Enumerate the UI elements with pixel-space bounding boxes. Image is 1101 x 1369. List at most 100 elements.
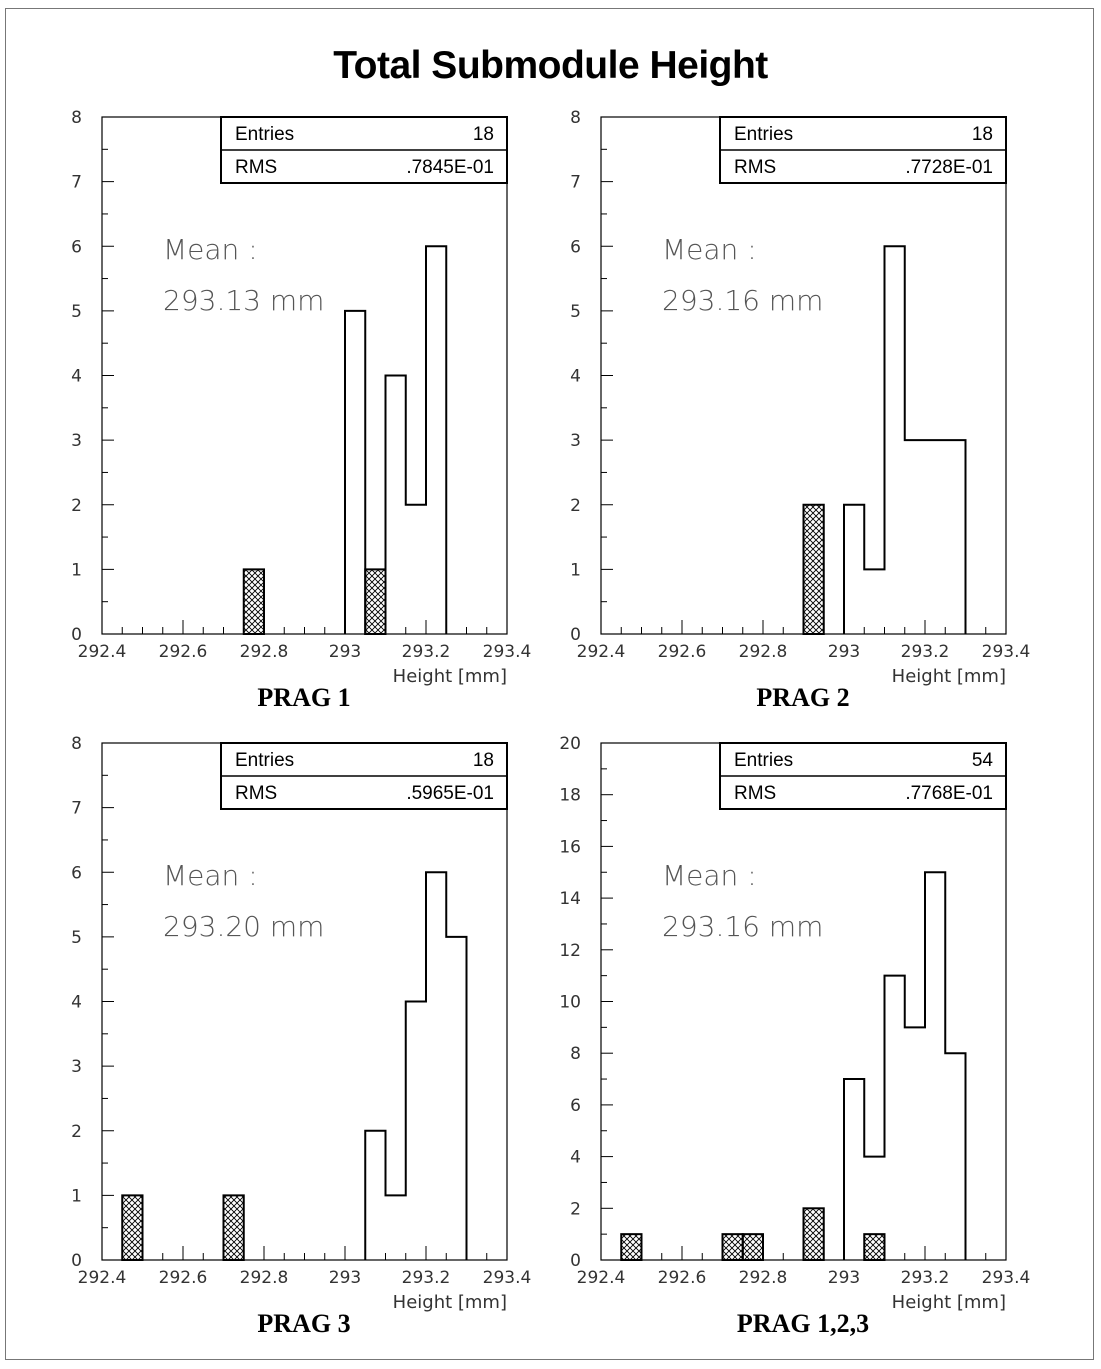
stats-rms-label: RMS bbox=[235, 783, 277, 804]
x-tick-label: 292.8 bbox=[240, 642, 289, 662]
mean-value: 293.16 mm bbox=[662, 284, 823, 317]
hatched-bar bbox=[721, 1233, 744, 1262]
y-tick-label: 1 bbox=[71, 560, 82, 580]
x-tick-label: 292.4 bbox=[577, 642, 626, 662]
y-tick-label: 7 bbox=[570, 173, 581, 193]
x-tick-label: 292.4 bbox=[577, 1268, 626, 1288]
stats-entries-value: 18 bbox=[972, 124, 993, 145]
panel-title: PRAG 3 bbox=[257, 1309, 350, 1338]
stats-rms-value: .7845E-01 bbox=[406, 157, 494, 178]
histogram-bar bbox=[844, 1079, 864, 1260]
mean-label: Mean : bbox=[163, 233, 258, 266]
stats-entries-label: Entries bbox=[235, 124, 294, 145]
x-tick-label: 293.4 bbox=[483, 1268, 532, 1288]
x-tick-label: 292.8 bbox=[240, 1268, 289, 1288]
panel-title: PRAG 2 bbox=[756, 683, 849, 712]
x-axis-label: Height [mm] bbox=[892, 1292, 1006, 1313]
histogram-bar bbox=[945, 1053, 965, 1260]
x-tick-label: 292.6 bbox=[159, 642, 208, 662]
y-tick-label: 2 bbox=[71, 1122, 82, 1142]
y-tick-label: 4 bbox=[71, 993, 82, 1013]
y-tick-label: 12 bbox=[559, 941, 581, 961]
mean-label: Mean : bbox=[163, 859, 258, 892]
y-tick-label: 1 bbox=[570, 560, 581, 580]
y-tick-label: 6 bbox=[570, 1096, 581, 1116]
y-tick-label: 1 bbox=[71, 1186, 82, 1206]
histogram-outline bbox=[843, 871, 967, 1260]
mean-value: 293.20 mm bbox=[163, 910, 324, 943]
mean-value: 293.16 mm bbox=[662, 910, 823, 943]
x-tick-label: 292.8 bbox=[739, 642, 788, 662]
histogram-outline bbox=[364, 871, 468, 1260]
x-tick-label: 293 bbox=[828, 1268, 860, 1288]
y-tick-label: 5 bbox=[71, 302, 82, 322]
y-tick-label: 6 bbox=[570, 237, 581, 257]
y-tick-label: 7 bbox=[71, 799, 82, 819]
hatched-bar bbox=[222, 1194, 245, 1261]
hatched-bar bbox=[620, 1233, 643, 1262]
stats-entries-label: Entries bbox=[734, 124, 793, 145]
histogram-outline bbox=[344, 245, 448, 635]
stats-rms-value: .7728E-01 bbox=[905, 157, 993, 178]
mean-value: 293.13 mm bbox=[163, 284, 324, 317]
y-tick-label: 10 bbox=[559, 993, 581, 1013]
hatched-bar bbox=[121, 1194, 144, 1261]
stats-rms-label: RMS bbox=[734, 783, 776, 804]
x-tick-label: 293.2 bbox=[402, 642, 451, 662]
y-tick-label: 8 bbox=[71, 734, 82, 754]
stats-rms-label: RMS bbox=[734, 157, 776, 178]
y-tick-label: 8 bbox=[570, 108, 581, 128]
y-tick-label: 3 bbox=[71, 1057, 82, 1077]
y-tick-label: 18 bbox=[559, 786, 581, 806]
x-tick-label: 292.6 bbox=[658, 1268, 707, 1288]
y-tick-label: 5 bbox=[570, 302, 581, 322]
stats-entries-value: 54 bbox=[972, 750, 994, 771]
y-tick-label: 5 bbox=[71, 928, 82, 948]
histogram-bar bbox=[885, 976, 905, 1260]
x-tick-label: 293 bbox=[329, 642, 361, 662]
y-tick-label: 0 bbox=[570, 625, 581, 645]
hatched-bar bbox=[242, 568, 265, 635]
y-tick-label: 3 bbox=[570, 431, 581, 451]
y-tick-label: 3 bbox=[71, 431, 82, 451]
x-tick-label: 292.6 bbox=[658, 642, 707, 662]
mean-label: Mean : bbox=[662, 859, 757, 892]
y-tick-label: 2 bbox=[570, 496, 581, 516]
y-tick-label: 0 bbox=[71, 625, 82, 645]
y-tick-label: 8 bbox=[71, 108, 82, 128]
hatched-bar bbox=[802, 503, 825, 635]
y-tick-label: 16 bbox=[559, 837, 581, 857]
x-tick-label: 292.4 bbox=[78, 1268, 127, 1288]
x-tick-label: 293.2 bbox=[402, 1268, 451, 1288]
y-tick-label: 0 bbox=[71, 1251, 82, 1271]
mean-label: Mean : bbox=[662, 233, 757, 266]
y-tick-label: 2 bbox=[71, 496, 82, 516]
y-tick-label: 7 bbox=[71, 173, 82, 193]
y-tick-label: 0 bbox=[570, 1251, 581, 1271]
histogram-bar bbox=[925, 872, 945, 1260]
histogram-bar bbox=[905, 1027, 925, 1260]
y-tick-label: 4 bbox=[570, 1148, 581, 1168]
y-tick-label: 6 bbox=[71, 237, 82, 257]
stats-entries-label: Entries bbox=[734, 750, 793, 771]
x-tick-label: 292.4 bbox=[78, 642, 127, 662]
hatched-bar bbox=[364, 568, 387, 635]
y-tick-label: 4 bbox=[71, 367, 82, 387]
hatched-bar bbox=[741, 1233, 764, 1262]
x-axis-label: Height [mm] bbox=[892, 666, 1006, 687]
stats-entries-value: 18 bbox=[473, 750, 494, 771]
x-axis-label: Height [mm] bbox=[393, 1292, 507, 1313]
panel-title: PRAG 1 bbox=[257, 683, 350, 712]
hatched-bar bbox=[863, 1233, 886, 1262]
panel-title: PRAG 1,2,3 bbox=[737, 1309, 869, 1338]
histogram-outline bbox=[843, 245, 967, 634]
x-tick-label: 293.4 bbox=[483, 642, 532, 662]
x-tick-label: 293.2 bbox=[901, 642, 950, 662]
stats-entries-value: 18 bbox=[473, 124, 494, 145]
y-tick-label: 8 bbox=[570, 1044, 581, 1064]
figure-frame bbox=[5, 8, 1094, 1360]
x-tick-label: 293.2 bbox=[901, 1268, 950, 1288]
y-tick-label: 4 bbox=[570, 367, 581, 387]
